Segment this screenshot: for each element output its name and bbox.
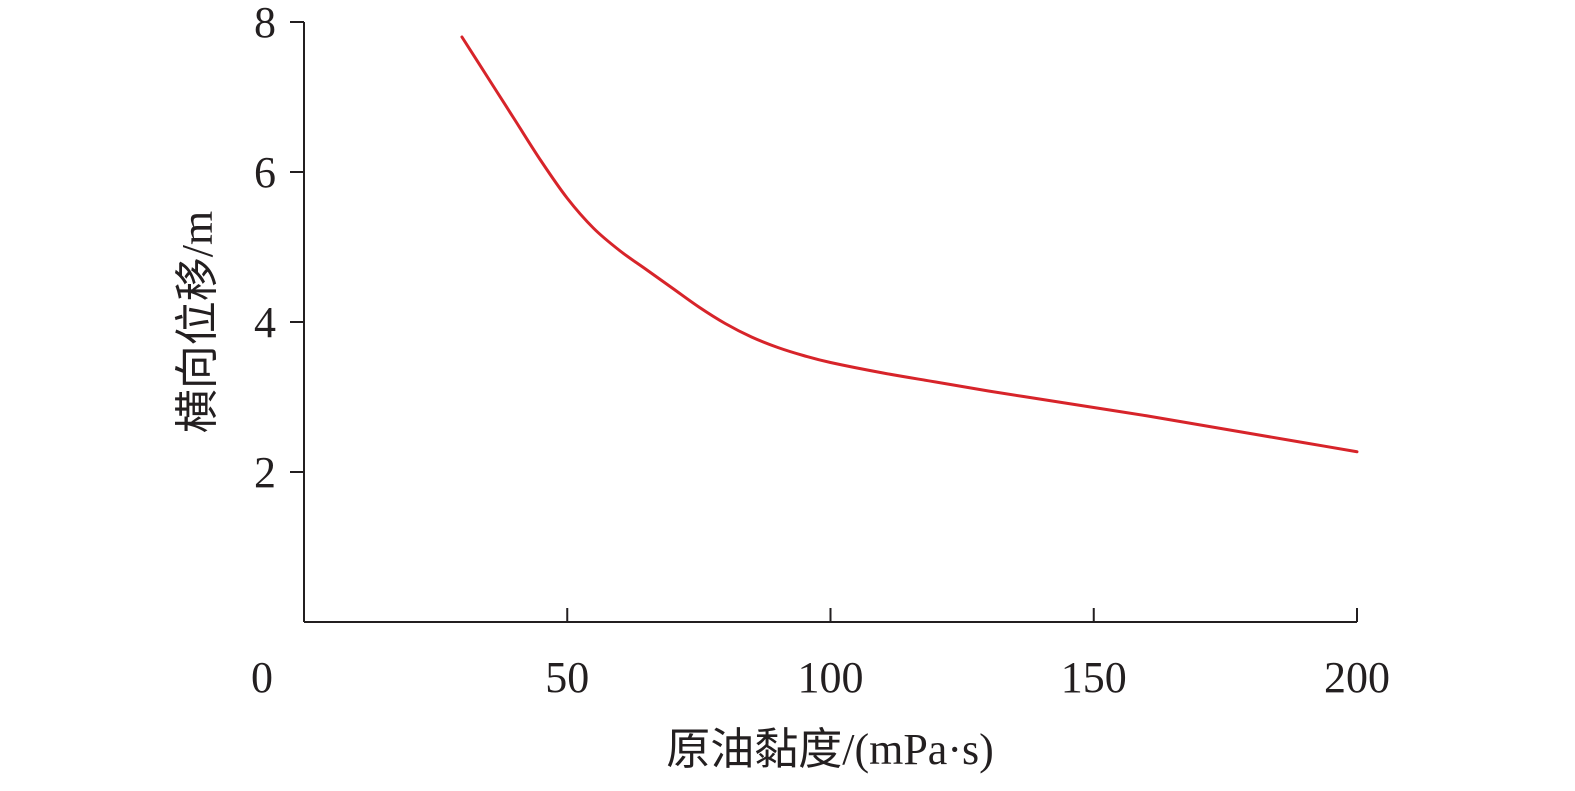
y-tick-label: 4 (254, 298, 276, 347)
y-tick-label: 8 (254, 0, 276, 47)
y-axis-title: 横向位移/m (173, 211, 222, 433)
x-tick-label: 150 (1061, 653, 1127, 702)
series-line (460, 35, 1359, 454)
axes (303, 22, 1357, 623)
y-ticks: 2 4 6 8 (254, 0, 304, 497)
series-layer (460, 35, 1359, 454)
x-tick-label: 0 (251, 653, 273, 702)
y-tick-label: 6 (254, 148, 276, 197)
x-ticks: 0 50 100 150 200 (251, 608, 1390, 702)
y-tick-label: 2 (254, 448, 276, 497)
x-tick-label: 50 (545, 653, 589, 702)
x-tick-label: 200 (1324, 653, 1390, 702)
x-axis-title: 原油黏度/(mPa·s) (666, 725, 994, 774)
x-tick-label: 100 (798, 653, 864, 702)
